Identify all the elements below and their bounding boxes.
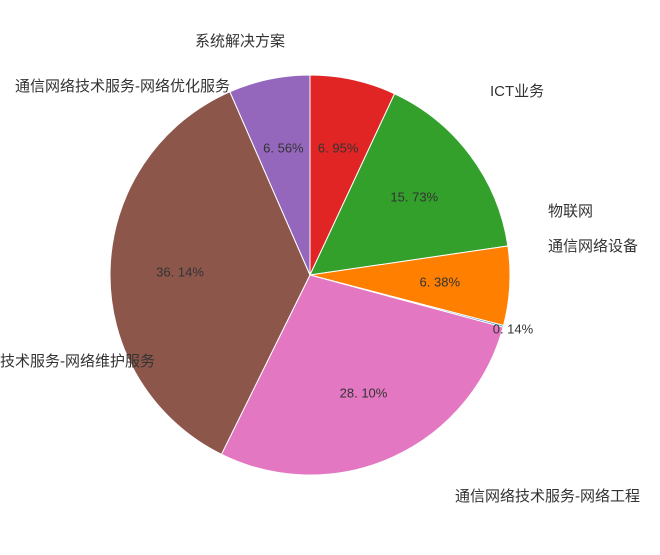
slice-category-label: 物联网 xyxy=(548,200,593,221)
slice-percent-label: 28. 10% xyxy=(340,386,388,401)
slice-category-label: 通信网络技术服务-网络优化服务 xyxy=(15,75,230,96)
slice-category-label: ICT业务 xyxy=(490,80,544,101)
slice-percent-label: 15. 73% xyxy=(390,190,438,205)
slice-category-label: 系统解决方案 xyxy=(195,30,285,51)
slice-percent-label: 6. 95% xyxy=(318,141,358,156)
slice-percent-label: 0. 14% xyxy=(493,321,533,336)
slice-percent-label: 6. 56% xyxy=(263,140,303,155)
slice-percent-label: 6. 38% xyxy=(420,275,460,290)
slice-category-label: 通信网络设备 xyxy=(548,235,638,256)
slice-category-label: 通信网络技术服务-网络维护服务 xyxy=(0,350,155,371)
slice-category-label: 通信网络技术服务-网络工程 xyxy=(455,485,640,506)
pie-chart-container: 6. 95% 15. 73% 6. 38% 0. 14% 28. 10% 36. 14% 6… xyxy=(0,0,660,550)
slice-percent-label: 36. 14% xyxy=(156,264,204,279)
